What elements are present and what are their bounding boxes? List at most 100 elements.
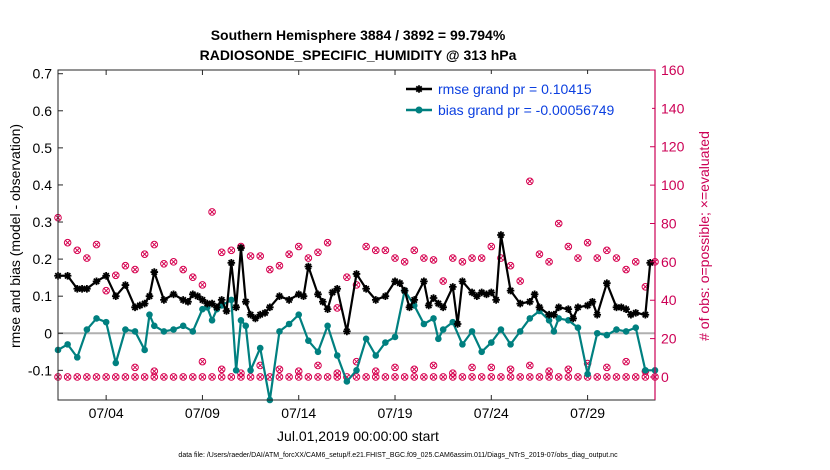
obs-circle xyxy=(545,258,553,266)
obs-circle xyxy=(92,240,101,249)
rmse-point xyxy=(193,292,202,300)
obs-circle xyxy=(121,261,130,270)
obs-circle xyxy=(314,373,322,381)
evaluated-obs-point xyxy=(198,357,207,366)
evaluated-obs-point xyxy=(429,373,438,381)
obs-circle xyxy=(564,373,573,381)
bias-point xyxy=(131,328,139,335)
obs-cross xyxy=(315,362,321,369)
possible-obs-point xyxy=(391,254,399,262)
rmse-point xyxy=(458,277,467,286)
asterisk-core xyxy=(258,312,263,317)
possible-obs-point xyxy=(526,177,534,186)
obs-circle xyxy=(574,373,582,381)
obs-circle xyxy=(420,373,428,381)
obs-cross xyxy=(74,247,80,254)
obs-cross xyxy=(180,374,186,380)
rmse-point xyxy=(646,259,654,267)
rmse-point xyxy=(434,299,443,308)
rmse-point xyxy=(323,305,332,313)
possible-obs-point xyxy=(256,252,265,260)
evaluated-obs-point xyxy=(63,373,72,381)
obs-cross xyxy=(170,374,177,380)
obs-cross xyxy=(527,374,533,380)
plot-area xyxy=(58,70,655,400)
possible-obs-point xyxy=(189,273,197,282)
rmse-point xyxy=(217,296,226,304)
asterisk-core xyxy=(575,305,580,310)
bias-point xyxy=(507,341,514,348)
possible-obs-point xyxy=(516,277,524,285)
evaluated-obs-point xyxy=(304,373,313,381)
obs-circle xyxy=(487,373,496,381)
bias-point xyxy=(228,296,235,304)
obs-circle xyxy=(217,248,226,257)
obs-cross xyxy=(151,368,157,374)
bias-point xyxy=(439,326,447,333)
rmse-point xyxy=(497,231,505,239)
asterisk-core xyxy=(190,292,195,297)
obs-circle xyxy=(371,373,380,381)
asterisk-core xyxy=(263,310,268,315)
bias-point xyxy=(584,370,591,378)
y-left-tick-label: 0 xyxy=(44,325,52,341)
obs-circle xyxy=(314,361,322,370)
evaluated-obs-point xyxy=(506,365,515,374)
y-right-tick-label: 120 xyxy=(661,139,685,155)
evaluated-obs-point xyxy=(285,373,293,381)
obs-cross xyxy=(247,374,254,380)
rmse-point xyxy=(617,303,626,312)
rmse-point xyxy=(439,303,447,312)
possible-obs-point xyxy=(458,258,467,266)
bias-point xyxy=(179,322,187,330)
obs-cross xyxy=(84,374,90,380)
rmse-point xyxy=(150,268,159,276)
bias-point xyxy=(420,320,428,328)
obs-circle xyxy=(448,254,457,262)
possible-obs-point xyxy=(92,240,101,249)
obs-cross xyxy=(324,240,331,246)
obs-circle xyxy=(410,365,419,374)
obs-cross xyxy=(286,374,292,380)
obs-cross xyxy=(440,374,446,380)
obs-circle xyxy=(641,373,650,381)
bias-point xyxy=(232,367,240,374)
obs-cross xyxy=(373,374,379,380)
asterisk-core xyxy=(238,245,243,250)
possible-obs-point xyxy=(420,254,428,262)
obs-circle xyxy=(294,242,303,251)
bias-point xyxy=(333,352,341,359)
obs-circle xyxy=(160,259,168,268)
obs-cross xyxy=(276,263,283,269)
possible-obs-point xyxy=(294,242,303,251)
evaluated-obs-point xyxy=(439,373,447,381)
asterisk-core xyxy=(479,290,484,295)
obs-circle xyxy=(169,258,178,266)
evaluated-obs-point xyxy=(150,373,159,381)
obs-circle xyxy=(526,361,534,370)
x-axis-label: Jul.01,2019 00:00:00 start xyxy=(277,428,439,444)
obs-circle xyxy=(352,373,361,381)
y-right-tick-label: 40 xyxy=(661,292,677,308)
evaluated-obs-point xyxy=(140,373,149,381)
obs-circle xyxy=(285,250,293,258)
asterisk-core xyxy=(527,299,532,304)
asterisk-core xyxy=(195,294,200,299)
obs-cross xyxy=(556,374,562,380)
asterisk-core xyxy=(315,292,320,297)
obs-circle xyxy=(516,373,524,381)
evaluated-obs-point xyxy=(371,373,380,381)
asterisk-core xyxy=(234,305,239,310)
rmse-point xyxy=(583,301,592,310)
possible-obs-point xyxy=(217,248,226,257)
asterisk-core xyxy=(320,299,325,304)
rmse-point xyxy=(189,290,197,299)
obs-cross xyxy=(84,255,90,261)
obs-cross xyxy=(142,251,148,257)
evaluated-obs-point xyxy=(217,373,226,381)
obs-cross xyxy=(103,374,109,380)
evaluated-obs-point xyxy=(516,373,524,381)
obs-circle xyxy=(83,254,91,262)
bias-point xyxy=(459,341,466,348)
obs-cross xyxy=(190,274,196,280)
